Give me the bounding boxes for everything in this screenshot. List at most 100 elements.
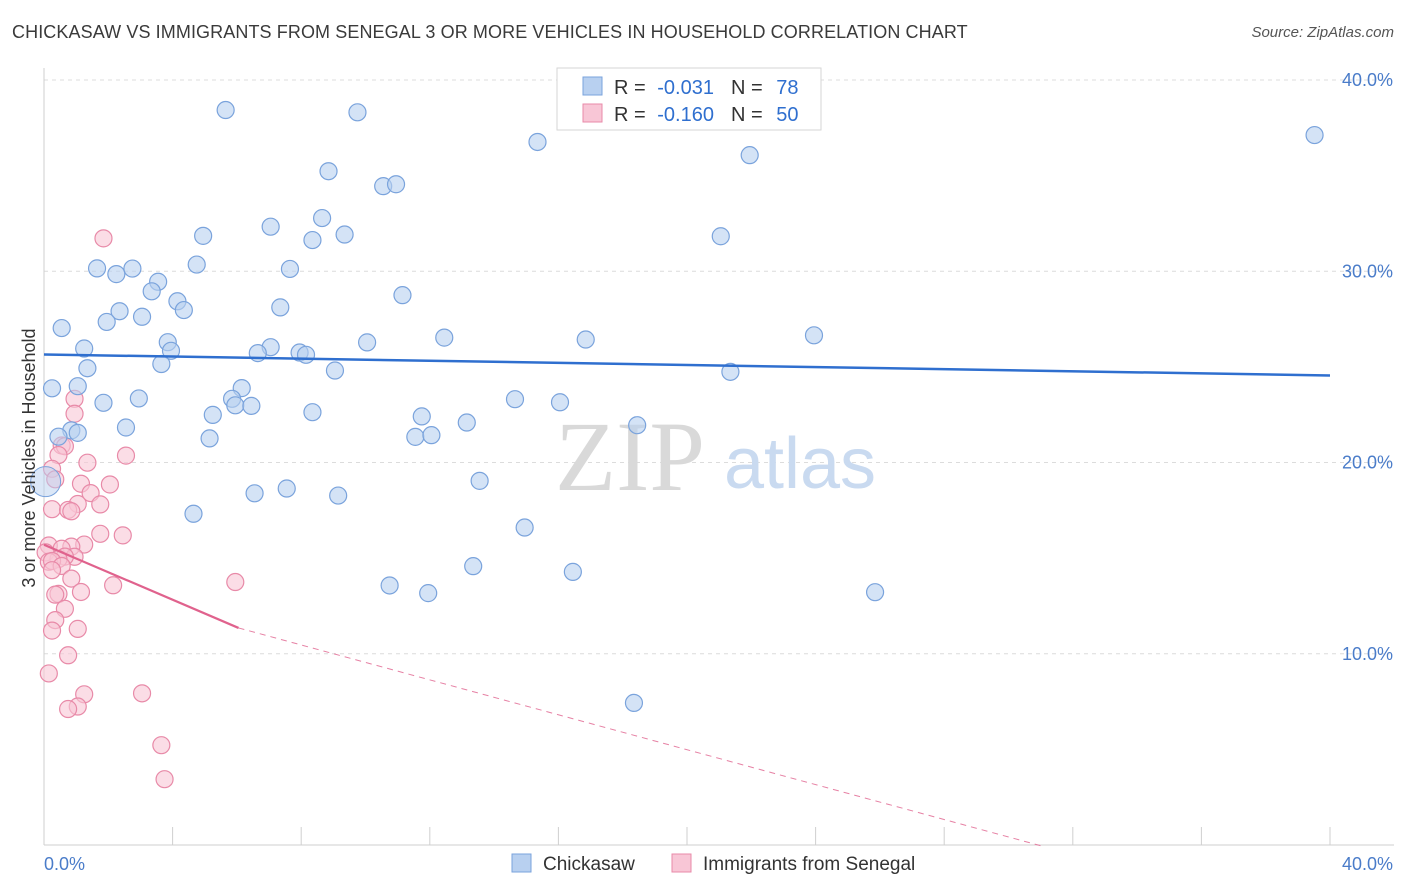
chickasaw-point-40: [152, 354, 171, 374]
source-credit: Source: ZipAtlas.com: [1251, 24, 1394, 41]
senegal-point-2: [65, 404, 84, 423]
chickasaw-point-30: [435, 328, 454, 347]
chickasaw-point-70: [184, 504, 203, 523]
chickasaw-point-77: [624, 693, 644, 713]
trend-line-senegal-extension: [238, 627, 1043, 847]
chickasaw-point-7: [386, 175, 406, 194]
legend-swatch-senegal: [582, 103, 603, 123]
chickasaw-point-25: [110, 302, 129, 321]
chickasaw-point-50: [550, 393, 570, 412]
stats-r-value-chickasaw: -0.031: [657, 77, 714, 99]
x-tick-label-max: 40.0%: [1342, 854, 1393, 874]
chickasaw-point-17: [107, 265, 126, 284]
senegal-point-47: [59, 699, 78, 719]
svg-text:N = 50: N = 50: [731, 104, 799, 126]
trend-line-senegal: [43, 543, 239, 629]
senegal-point-40: [68, 619, 87, 638]
legend-label-senegal: Immigrants from Senegal: [703, 854, 915, 875]
chickasaw-point-28: [52, 318, 71, 338]
y-tick-label-3: 40.0%: [1342, 70, 1393, 90]
chickasaw-point-14: [187, 255, 206, 274]
chickasaw-point-59: [116, 418, 136, 437]
senegal-point-44: [132, 684, 152, 703]
stats-n-label-chickasaw: N =: [731, 77, 763, 99]
watermark-atlas: atlas: [724, 424, 876, 504]
chickasaw-point-67: [277, 479, 296, 498]
series-legend: Chickasaw Immigrants from Senegal: [511, 853, 915, 875]
chickasaw-point-73: [563, 562, 582, 581]
chickasaw-point-12: [335, 225, 354, 244]
svg-text:N = 78: N = 78: [731, 77, 799, 99]
stats-n-value-senegal: 50: [776, 104, 798, 126]
senegal-point-6: [116, 446, 136, 465]
chickasaw-point-16: [87, 259, 107, 278]
chickasaw-point-71: [515, 518, 534, 537]
chickasaw-point-76: [865, 583, 885, 602]
chickasaw-point-9: [261, 217, 280, 236]
chickasaw-point-64: [49, 427, 68, 446]
chickasaw-point-33: [358, 333, 377, 352]
senegal-point-11: [100, 475, 120, 494]
chickasaw-point-65: [68, 423, 87, 442]
senegal-point-48: [152, 736, 171, 755]
stats-n-label-senegal: N =: [731, 104, 763, 126]
chickasaw-point-0: [216, 100, 235, 120]
stats-r-value-senegal: -0.160: [657, 104, 714, 126]
chickasaw-point-68: [245, 484, 264, 503]
chickasaw-point-75: [419, 584, 438, 603]
chickasaw-point-62: [406, 427, 425, 446]
stats-r-label-senegal: R =: [614, 104, 646, 126]
senegal-point-31: [42, 561, 62, 580]
chickasaw-point-29: [804, 326, 824, 345]
chickasaw-point-11: [303, 230, 322, 250]
senegal-point-37: [46, 585, 65, 604]
chickasaw-point-66: [470, 471, 489, 490]
chickasaw-point-44: [42, 379, 62, 398]
x-tick-label-min: 0.0%: [44, 854, 85, 874]
senegal-point-35: [71, 582, 91, 602]
grid-lines: [44, 79, 1390, 655]
senegal-point-41: [42, 621, 62, 640]
senegal-point-17: [62, 502, 81, 521]
stats-legend: R = -0.031 N = 78 R = -0.160 N = 50: [556, 67, 822, 131]
chickasaw-point-47: [129, 389, 148, 408]
series-chickasaw-points: [30, 100, 1324, 713]
chickasaw-point-69: [329, 486, 348, 505]
chickasaw-point-26: [132, 307, 152, 326]
trend-lines: [43, 353, 1331, 847]
stats-n-value-chickasaw: 78: [776, 77, 798, 99]
axes: [43, 68, 1394, 846]
chickasaw-point-27: [97, 312, 116, 332]
chickasaw-point-24: [174, 300, 193, 320]
chickasaw-point-36: [161, 341, 181, 360]
legend-marker-senegal: [671, 853, 692, 873]
chickasaw-point-52: [226, 396, 245, 415]
senegal-point-14: [91, 495, 110, 514]
legend-label-chickasaw: Chickasaw: [543, 854, 635, 875]
watermark: ZIP atlas: [555, 401, 876, 512]
chickasaw-point-1: [348, 103, 367, 122]
watermark-zip: ZIP: [555, 401, 705, 512]
chickasaw-point-2: [528, 132, 547, 152]
chickasaw-point-51: [94, 393, 113, 412]
chickasaw-point-18: [123, 259, 142, 278]
chickasaw-point-56: [412, 407, 431, 426]
y-axis-label: 3 or more Vehicles in Household: [19, 328, 39, 587]
senegal-point-49: [155, 770, 174, 789]
chickasaw-point-8: [312, 208, 332, 228]
senegal-point-42: [59, 646, 78, 665]
chickasaw-point-31: [576, 330, 595, 349]
senegal-point-18: [91, 524, 110, 543]
senegal-point-33: [226, 572, 245, 592]
chickasaw-point-3: [1305, 125, 1324, 145]
chickasaw-point-63: [422, 426, 441, 445]
chickasaw-point-41: [78, 359, 97, 378]
chickasaw-point-5: [319, 162, 338, 181]
svg-text:R = -0.031: R = -0.031: [614, 77, 714, 99]
chickasaw-point-large: [30, 466, 62, 498]
y-tick-label-1: 20.0%: [1342, 453, 1393, 473]
stats-r-label-chickasaw: R =: [614, 77, 646, 99]
senegal-point-34: [104, 576, 123, 595]
chickasaw-point-74: [380, 576, 399, 595]
